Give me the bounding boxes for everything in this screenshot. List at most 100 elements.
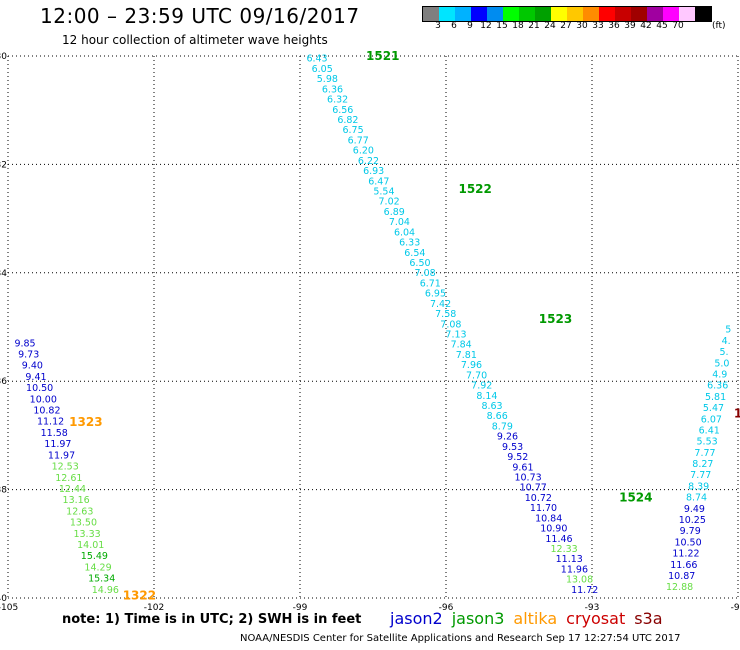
wave-height-value: 6.04 (394, 227, 415, 238)
map-title: 12:00 – 23:59 UTC 09/16/2017 (40, 4, 360, 28)
pass-number-label: 1523 (539, 312, 572, 326)
colorbar-label: 6 (451, 21, 457, 31)
wave-height-value: 6.50 (409, 258, 430, 269)
wave-height-value: 6.77 (348, 135, 369, 146)
wave-height-value: 7.13 (445, 330, 466, 341)
colorbar-label: 70 (672, 21, 684, 31)
pass-number-label: 1323 (69, 415, 102, 429)
wave-height-value: 13.33 (73, 529, 100, 540)
wave-height-value: 12.53 (52, 462, 79, 473)
y-tick-label: -38 (0, 486, 7, 496)
colorbar-swatch (615, 7, 631, 21)
colorbar-swatch (583, 7, 599, 21)
wave-height-value: 8.63 (481, 401, 502, 412)
wave-height-value: 10.90 (540, 524, 567, 535)
wave-height-value: 7.81 (456, 350, 477, 361)
wave-height-value: 10.84 (535, 513, 562, 524)
units-note: note: 1) Time is in UTC; 2) SWH is in fe… (62, 612, 362, 627)
wave-height-value: 7.58 (435, 309, 456, 320)
wave-height-value: 12.88 (666, 582, 693, 593)
x-tick-label: -105 (0, 603, 18, 613)
wave-height-value: 6.71 (420, 278, 441, 289)
pass-number-label: 1322 (123, 588, 156, 602)
pass-number-label: 1524 (619, 491, 652, 505)
wave-height-value: 9.73 (18, 349, 39, 360)
wave-height-value: 11.96 (561, 564, 588, 575)
wave-height-value: 9.26 (497, 432, 518, 443)
wave-height-value: 11.70 (530, 503, 557, 514)
wave-height-value: 15.34 (88, 574, 115, 585)
wave-height-value: 9.85 (14, 338, 35, 349)
wave-height-value: 14.29 (84, 562, 111, 573)
wave-height-value: 9.40 (22, 361, 43, 372)
wave-height-value: 6.89 (384, 207, 405, 218)
wave-height-value: 11.46 (545, 534, 572, 545)
wave-height-value: 13.08 (566, 575, 593, 586)
wave-height-value: 6.32 (327, 95, 348, 106)
wave-height-value: 11.97 (44, 439, 71, 450)
wave-height-value: 14.01 (77, 540, 104, 551)
wave-height-value: 9.61 (512, 462, 533, 473)
wave-height-value: 7.08 (415, 268, 436, 279)
colorbar-swatch (503, 7, 519, 21)
colorbar-label: 18 (512, 21, 524, 31)
wave-height-value: 11.12 (37, 417, 64, 428)
wave-height-value: 6.43 (306, 54, 327, 65)
wave-height-value: 5 (725, 325, 731, 336)
wave-height-value: 6.07 (701, 414, 722, 425)
colorbar-swatch (551, 7, 567, 21)
map-subtitle: 12 hour collection of altimeter wave hei… (62, 33, 328, 47)
wave-height-value: 5. (719, 347, 728, 358)
wave-height-value: 8.74 (686, 493, 707, 504)
wave-height-value: 9.79 (680, 526, 701, 537)
x-tick-label: -102 (144, 603, 164, 613)
wave-height-value: 9.49 (684, 504, 705, 515)
wave-height-value: 8.79 (492, 421, 513, 432)
x-tick-label: -93 (585, 603, 600, 613)
wave-height-value: 7.02 (379, 197, 400, 208)
legend-cryosat: cryosat (566, 609, 626, 628)
wave-height-value: 12.63 (66, 506, 93, 517)
colorbar-swatch (599, 7, 615, 21)
legend-jason3: jason3 (451, 609, 505, 628)
wave-height-value: 11.22 (672, 549, 699, 560)
colorbar-label: 39 (624, 21, 636, 31)
wave-height-value: 6.41 (699, 425, 720, 436)
y-tick-label: -36 (0, 377, 7, 387)
wave-height-value: 6.36 (707, 381, 728, 392)
wave-height-value: 10.73 (514, 473, 541, 484)
wave-height-value: 13.16 (63, 495, 90, 506)
wave-height-value: 6.05 (312, 64, 333, 75)
wave-height-value: 12.44 (59, 484, 86, 495)
colorbar-label: 9 (467, 21, 473, 31)
wave-height-value: 5.53 (697, 437, 718, 448)
colorbar-swatch (423, 7, 439, 21)
colorbar-swatch (631, 7, 647, 21)
legend-jason2: jason2 (390, 609, 443, 628)
wave-height-value: 7.42 (430, 299, 451, 310)
wave-height-value: 6.75 (342, 125, 363, 136)
wave-height-value: 10.25 (679, 515, 706, 526)
wave-height-value: 7.77 (690, 470, 711, 481)
wave-height-value: 5.0 (714, 358, 729, 369)
wave-height-value: 6.95 (425, 289, 446, 300)
wave-height-value: 9.41 (25, 372, 46, 383)
wave-height-value: 6.47 (368, 176, 389, 187)
wave-height-colorbar (422, 6, 712, 22)
colorbar-label: 15 (496, 21, 508, 31)
wave-height-value: 7.96 (461, 360, 482, 371)
wave-height-value: 10.50 (26, 383, 53, 394)
wave-height-value: 7.70 (466, 370, 487, 381)
wave-height-value: 10.50 (674, 537, 701, 548)
colorbar-swatch (647, 7, 663, 21)
wave-height-value: 5.47 (703, 403, 724, 414)
wave-height-value: 6.54 (404, 248, 425, 259)
wave-height-value: 13.50 (70, 518, 97, 529)
wave-height-value: 5.54 (373, 187, 394, 198)
y-tick-label: -34 (0, 269, 7, 279)
colorbar-labels: 3 6 9 12 15 18 21 24 27 30 33 36 39 42 45 70 (422, 21, 722, 35)
colorbar-label: 12 (480, 21, 492, 31)
colorbar-label: 45 (656, 21, 668, 31)
wave-height-value: 6.56 (332, 105, 353, 116)
